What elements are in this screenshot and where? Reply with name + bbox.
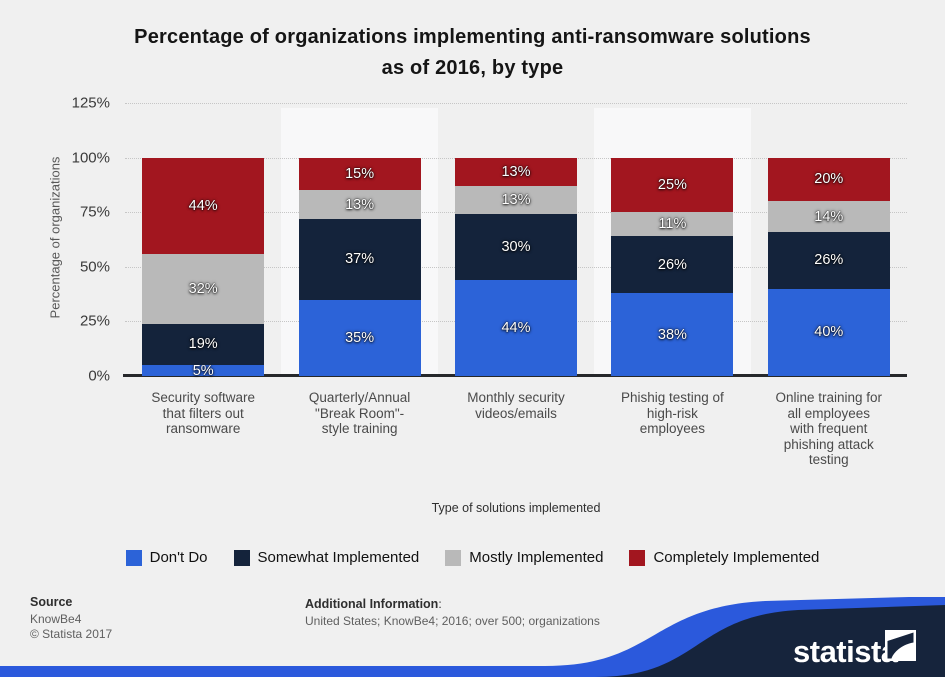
bar-value-label: 26%	[814, 252, 844, 269]
additional-info-text: United States; KnowBe4; 2016; over 500; …	[305, 614, 600, 628]
x-axis-title: Type of solutions implemented	[431, 501, 601, 515]
bar-value-label: 40%	[814, 324, 844, 341]
bar-value-label: 35%	[345, 329, 375, 346]
additional-info-block: Additional Information: United States; K…	[305, 597, 600, 628]
bar-value-label: 30%	[501, 239, 531, 256]
wave-navy-shape	[595, 605, 945, 677]
bar-segment: 13%	[455, 186, 577, 215]
category-label-5: Online training for all employees with f…	[775, 390, 883, 467]
bar-value-label: 38%	[657, 326, 687, 343]
chart-title-line2: as of 2016, by type	[381, 57, 564, 79]
legend-swatch	[125, 549, 142, 566]
plot-area: 5% 19% 32% 44% 35% 37% 13% 15% 44% 30% 13% 13% 38% 26…	[123, 103, 907, 379]
legend-item: Completely Implemented	[629, 549, 819, 566]
stacked-bar-3: 44% 30% 13% 13%	[455, 103, 577, 376]
stacked-bar-1: 5% 19% 32% 44%	[142, 103, 265, 379]
legend-swatch	[445, 549, 462, 566]
statista-logo-text: statista	[793, 634, 899, 669]
bar-value-label: 11%	[658, 216, 687, 233]
bar-segment: 13%	[455, 157, 577, 186]
bar-segment: 44%	[455, 279, 577, 376]
bar-value-label: 14%	[814, 208, 844, 225]
bar-value-label: 5%	[192, 362, 214, 379]
bar-segment: 19%	[142, 323, 265, 366]
bar-segment: 15%	[298, 157, 421, 191]
legend-item: Somewhat Implemented	[233, 549, 420, 566]
bar-value-label: 20%	[814, 171, 844, 188]
bar-segment: 26%	[767, 231, 890, 289]
chart-title-line1: Percentage of organizations implementing…	[134, 26, 811, 48]
chart-legend: Don't Do Somewhat Implemented Mostly Imple…	[0, 549, 945, 566]
bar-value-label: 13%	[501, 163, 531, 180]
legend-item: Don't Do	[125, 549, 208, 566]
bar-segment: 11%	[611, 212, 734, 237]
y-tick-25%: 25%	[79, 312, 110, 330]
bar-value-label: 26%	[657, 256, 687, 273]
legend-label: Don't Do	[149, 549, 208, 566]
bar-segment: 20%	[767, 157, 890, 202]
bar-segment: 35%	[298, 299, 421, 376]
bar-segment: 13%	[298, 190, 421, 219]
y-tick-100%: 100%	[71, 149, 110, 167]
bar-value-label: 13%	[345, 196, 375, 213]
statista-brand-wave: statista	[0, 597, 945, 677]
legend-label: Somewhat Implemented	[257, 549, 420, 566]
y-tick-125%: 125%	[71, 94, 110, 112]
source-label: Source	[30, 595, 73, 609]
bar-segment: 37%	[298, 218, 421, 300]
category-label-3: Monthly security videos/emails	[467, 390, 565, 421]
source-name: KnowBe4	[30, 612, 82, 626]
stacked-bar-2: 35% 37% 13% 15%	[298, 103, 421, 376]
legend-swatch	[233, 549, 250, 566]
bar-value-label: 25%	[657, 176, 687, 193]
category-label-2: Quarterly/Annual "Break Room"- style tra…	[308, 390, 411, 436]
chart-title: Percentage of organizations implementing…	[0, 22, 945, 84]
category-label-4: Phishig testing of high-risk employees	[620, 390, 724, 436]
bar-segment: 26%	[611, 236, 734, 294]
bar-segment: 32%	[142, 253, 265, 324]
x-axis-category-labels: Security software that filters out ranso…	[125, 390, 907, 468]
bar-segment: 5%	[142, 362, 265, 379]
bar-value-label: 37%	[345, 251, 375, 268]
gridline-125%	[125, 103, 907, 104]
y-tick-75%: 75%	[79, 203, 110, 221]
bar-value-label: 44%	[188, 197, 218, 214]
additional-info-label: Additional Information	[305, 597, 439, 611]
y-tick-50%: 50%	[79, 258, 110, 276]
bar-value-label: 44%	[501, 319, 531, 336]
legend-label: Mostly Implemented	[469, 549, 604, 566]
bar-segment: 25%	[611, 157, 734, 213]
bar-value-label: 13%	[501, 192, 531, 209]
y-tick-0%: 0%	[88, 367, 110, 385]
bar-value-label: 19%	[188, 336, 218, 353]
bar-segment: 40%	[767, 288, 890, 376]
source-block: Source KnowBe4 © Statista 2017	[30, 595, 112, 642]
copyright-text: © Statista 2017	[30, 627, 113, 641]
bar-segment: 14%	[767, 201, 890, 232]
additional-info-heading: Additional Information:	[305, 597, 600, 611]
legend-item: Mostly Implemented	[445, 549, 603, 566]
bar-segment: 30%	[455, 214, 577, 280]
stacked-bar-4: 38% 26% 11% 25%	[611, 103, 734, 376]
legend-swatch	[629, 549, 646, 566]
bar-segment: 44%	[142, 157, 265, 254]
bar-value-label: 15%	[345, 166, 375, 182]
legend-label: Completely Implemented	[653, 549, 820, 566]
statista-logo-icon	[885, 630, 916, 661]
additional-info-colon: :	[438, 597, 442, 611]
category-label-1: Security software that filters out ranso…	[151, 390, 255, 436]
bar-segment: 38%	[611, 293, 734, 376]
stacked-bar-5: 40% 26% 14% 20%	[767, 103, 890, 376]
bar-value-label: 32%	[188, 280, 218, 297]
